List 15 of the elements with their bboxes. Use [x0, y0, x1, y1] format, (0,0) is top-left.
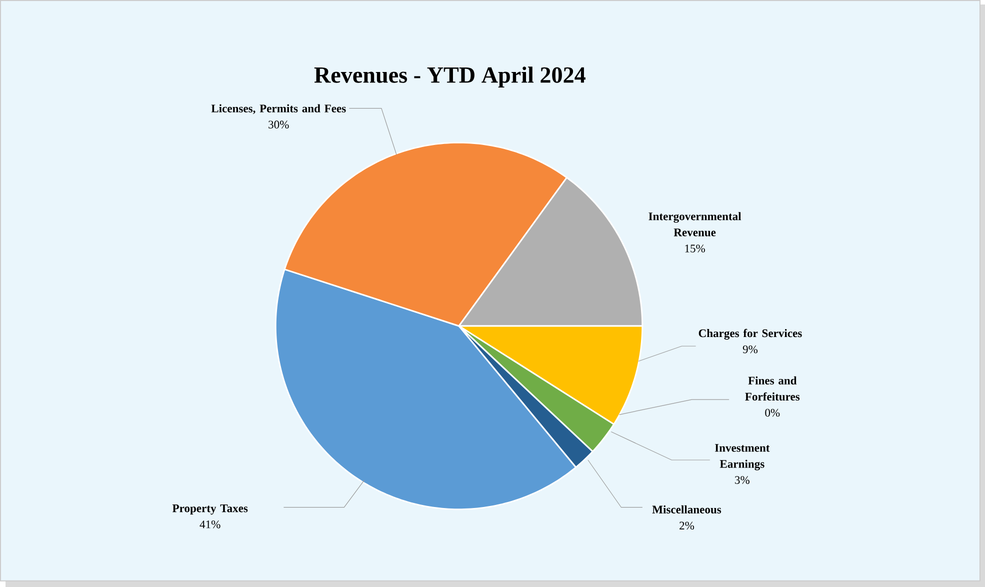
- data-label: 2%: [680, 522, 694, 530]
- data-label: 41%: [200, 520, 220, 528]
- category-label: Fines and Forfeitures: [745, 376, 800, 401]
- data-label: 3%: [735, 476, 750, 484]
- data-label: 30%: [268, 120, 289, 129]
- chart-title: Revenues - YTD April 2024: [314, 66, 586, 88]
- slice-label: Investment Earnings: [714, 444, 770, 470]
- data-label: 15%: [685, 244, 705, 252]
- slice-label: Licenses, Permits and Fees: [211, 104, 346, 114]
- slice-label: Property Taxes: [172, 504, 248, 515]
- data-label: 9%: [742, 345, 758, 354]
- text: 0%: [765, 408, 780, 417]
- slice-label: Miscellaneous: [652, 505, 722, 514]
- slice-label: Charges for Services: [698, 328, 802, 340]
- slice-label: Intergovernmental Revenue: [648, 212, 742, 236]
